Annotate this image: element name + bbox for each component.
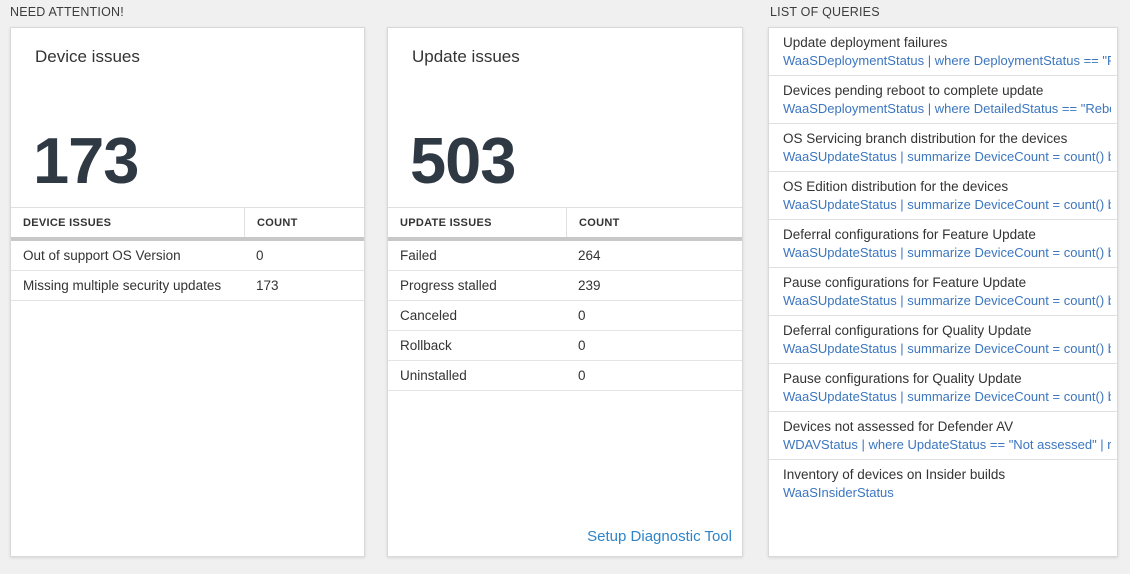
update-issues-table: UPDATE ISSUES COUNT Failed 264 Progress … [388,207,742,391]
device-issues-count-big-number: 173 [33,124,139,197]
table-header-divider-bar [11,237,364,241]
query-list-item[interactable]: OS Servicing branch distribution for the… [769,124,1117,172]
query-title: Inventory of devices on Insider builds [783,467,1006,482]
issue-count: 239 [578,278,601,293]
issue-label: Rollback [400,338,452,353]
query-code: WaaSUpdateStatus | summarize DeviceCount… [783,149,1111,164]
table-row[interactable]: Missing multiple security updates 173 [11,271,364,301]
list-of-queries-panel: Update deployment failures WaaSDeploymen… [768,27,1118,557]
device-issues-table-header: DEVICE ISSUES COUNT [11,207,364,237]
query-list-item[interactable]: Deferral configurations for Quality Upda… [769,316,1117,364]
need-attention-section-label: NEED ATTENTION! [10,5,124,19]
query-title: OS Servicing branch distribution for the… [783,131,1068,146]
query-title: Update deployment failures [783,35,948,50]
query-code: WaaSDeploymentStatus | where DeploymentS… [783,53,1111,68]
query-title: OS Edition distribution for the devices [783,179,1009,194]
issue-count: 0 [256,248,264,263]
issue-label: Progress stalled [400,278,497,293]
table-header-divider-bar [388,237,742,241]
query-code: WaaSUpdateStatus | summarize DeviceCount… [783,245,1111,260]
table-row[interactable]: Canceled 0 [388,301,742,331]
update-issues-count-big-number: 503 [410,124,516,197]
query-code: WaaSUpdateStatus | summarize DeviceCount… [783,389,1111,404]
query-list-item[interactable]: OS Edition distribution for the devices … [769,172,1117,220]
query-title: Deferral configurations for Feature Upda… [783,227,1036,242]
table-row[interactable]: Failed 264 [388,241,742,271]
issue-count: 0 [578,368,586,383]
update-issues-card[interactable]: Update issues 503 UPDATE ISSUES COUNT Fa… [387,27,743,557]
query-code: WaaSUpdateStatus | summarize DeviceCount… [783,341,1111,356]
table-row[interactable]: Uninstalled 0 [388,361,742,391]
update-issues-card-title: Update issues [412,47,520,66]
issue-count: 0 [578,308,586,323]
device-issues-column-header: DEVICE ISSUES [23,216,112,229]
table-row[interactable]: Progress stalled 239 [388,271,742,301]
query-title: Devices not assessed for Defender AV [783,419,1014,434]
query-list-item[interactable]: Pause configurations for Quality Update … [769,364,1117,412]
issue-label: Out of support OS Version [23,248,181,263]
issue-label: Canceled [400,308,458,323]
query-title: Pause configurations for Quality Update [783,371,1022,386]
query-list-item[interactable]: Update deployment failures WaaSDeploymen… [769,28,1117,76]
update-issues-table-header: UPDATE ISSUES COUNT [388,207,742,237]
issue-count: 0 [578,338,586,353]
query-code: WaaSUpdateStatus | summarize DeviceCount… [783,197,1111,212]
issue-label: Missing multiple security updates [23,278,222,293]
table-row[interactable]: Rollback 0 [388,331,742,361]
query-title: Pause configurations for Feature Update [783,275,1027,290]
query-code: WaaSInsiderStatus [783,485,894,500]
device-issues-card[interactable]: Device issues 173 DEVICE ISSUES COUNT Ou… [10,27,365,557]
query-list-item[interactable]: Deferral configurations for Feature Upda… [769,220,1117,268]
query-code: WDAVStatus | where UpdateStatus == "Not … [783,437,1111,452]
query-list-item[interactable]: Pause configurations for Feature Update … [769,268,1117,316]
issue-label: Failed [400,248,437,263]
issue-count: 264 [578,248,601,263]
query-list-item[interactable]: Devices not assessed for Defender AV WDA… [769,412,1117,460]
table-row[interactable]: Out of support OS Version 0 [11,241,364,271]
count-column-header: COUNT [244,208,364,237]
setup-diagnostic-tool-link[interactable]: Setup Diagnostic Tool [587,528,732,545]
issue-label: Uninstalled [400,368,467,383]
query-title: Devices pending reboot to complete updat… [783,83,1044,98]
list-of-queries-section-label: LIST OF QUERIES [770,5,880,19]
query-list-item[interactable]: Devices pending reboot to complete updat… [769,76,1117,124]
query-code: WaaSUpdateStatus | summarize DeviceCount… [783,293,1111,308]
issue-count: 173 [256,278,279,293]
query-list-item[interactable]: Inventory of devices on Insider builds W… [769,460,1117,508]
device-issues-table: DEVICE ISSUES COUNT Out of support OS Ve… [11,207,364,301]
count-column-header: COUNT [566,208,742,237]
query-title: Deferral configurations for Quality Upda… [783,323,1032,338]
update-issues-column-header: UPDATE ISSUES [400,216,492,229]
query-code: WaaSDeploymentStatus | where DetailedSta… [783,101,1111,116]
device-issues-card-title: Device issues [35,47,140,66]
